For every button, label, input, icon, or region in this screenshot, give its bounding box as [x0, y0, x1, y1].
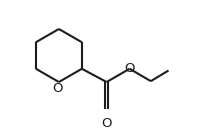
Text: O: O — [52, 82, 62, 95]
Text: O: O — [124, 62, 135, 75]
Text: O: O — [101, 116, 112, 129]
